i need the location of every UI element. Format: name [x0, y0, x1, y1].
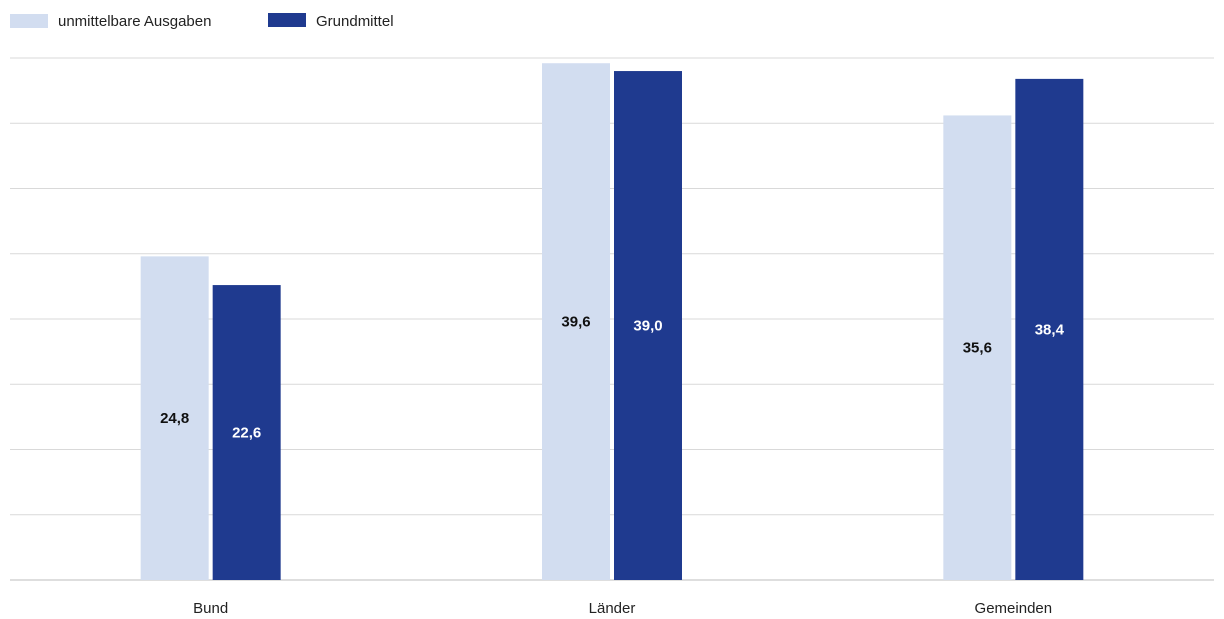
legend-swatch-series-1	[10, 14, 48, 28]
legend-label-series-2: Grundmittel	[316, 13, 394, 30]
bar-gemeinden-series-1	[943, 115, 1012, 581]
bar-länder-series-2	[614, 71, 682, 581]
bar-länder-series-1	[542, 63, 610, 581]
data-label-länder-series-2: 39,0	[633, 318, 662, 335]
x-tick-label: Bund	[193, 600, 228, 617]
x-axis-ticks: Bund Länder Gemeinden	[193, 600, 1052, 617]
data-labels: 24,8 22,6 39,6 39,0 35,6 38,4	[160, 314, 1065, 442]
x-tick-label: Gemeinden	[975, 600, 1053, 617]
grid-lines	[10, 57, 1214, 581]
legend-swatch-series-2	[268, 13, 306, 27]
bar-bund-series-2	[212, 285, 281, 580]
bar-bund-series-1	[140, 256, 209, 580]
data-label-bund-series-1: 24,8	[160, 410, 189, 427]
data-label-bund-series-2: 22,6	[232, 425, 261, 442]
data-label-gemeinden-series-1: 35,6	[963, 340, 992, 357]
legend: unmittelbare Ausgaben Grundmittel	[10, 13, 394, 30]
x-tick-label: Länder	[589, 600, 636, 617]
bar-gemeinden-series-2	[1015, 78, 1084, 580]
bars	[140, 63, 1084, 581]
data-label-gemeinden-series-2: 38,4	[1035, 321, 1065, 338]
legend-label-series-1: unmittelbare Ausgaben	[58, 13, 211, 30]
data-label-länder-series-1: 39,6	[561, 314, 590, 331]
